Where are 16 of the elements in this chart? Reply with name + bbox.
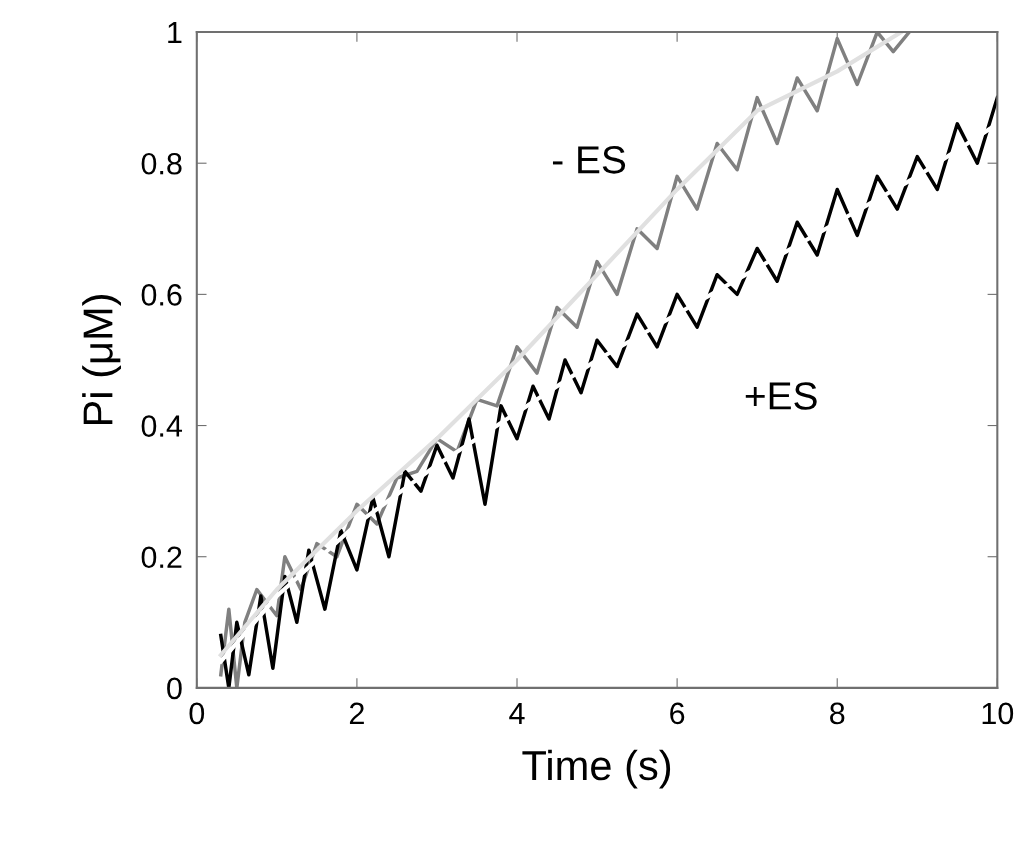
y-tick-label: 0.6 bbox=[141, 284, 182, 306]
x-tick-label: 6 bbox=[670, 702, 685, 725]
x-tick-label: 0 bbox=[189, 702, 205, 725]
x-tick-label: 8 bbox=[830, 702, 845, 725]
x-axis-title: Time (s) bbox=[522, 749, 671, 789]
y-tick-label: 0.4 bbox=[141, 415, 183, 437]
series-label: +ES bbox=[745, 382, 817, 410]
series-label: - ES bbox=[552, 146, 626, 174]
x-tick-label: 4 bbox=[509, 702, 525, 724]
y-axis-title: Pi (μM) bbox=[82, 295, 121, 425]
y-tick-label: 0.8 bbox=[141, 152, 182, 175]
y-tick-label: 0.2 bbox=[141, 546, 182, 569]
y-tick-label: 0 bbox=[167, 677, 182, 700]
x-tick-label: 10 bbox=[982, 702, 1014, 725]
x-tick-label: 2 bbox=[349, 702, 364, 724]
y-tick-label: 1 bbox=[168, 22, 182, 44]
